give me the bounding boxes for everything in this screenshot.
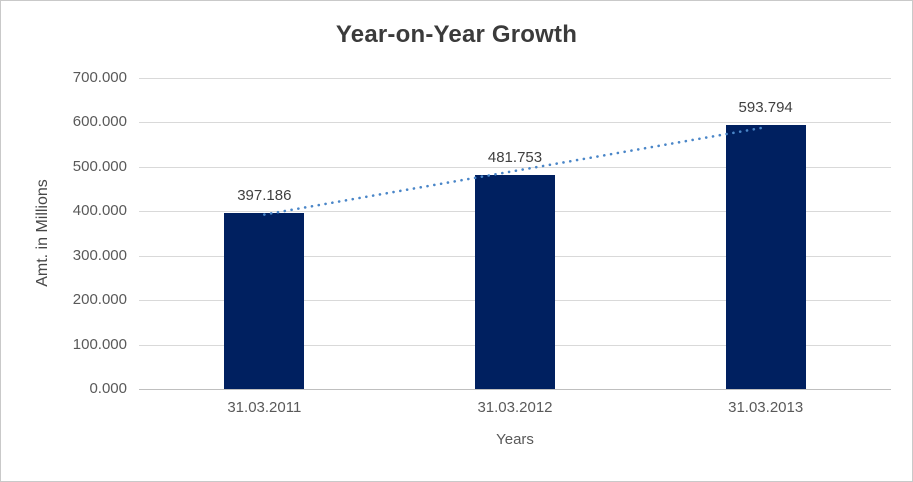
- gridline: [139, 78, 891, 79]
- y-axis-title: Amt. in Millions: [34, 179, 51, 287]
- x-tick-label: 31.03.2013: [728, 399, 804, 416]
- bar-31.03.2012: [475, 174, 555, 389]
- y-tick-label: 700.000: [72, 69, 127, 86]
- data-label: 481.753: [487, 148, 543, 166]
- data-label: 397.186: [237, 186, 292, 204]
- x-axis-title: Years: [496, 431, 534, 448]
- x-tick-label: 31.03.2011: [227, 399, 302, 416]
- y-tick-label: 200.000: [72, 291, 127, 309]
- y-tick-label: 600.000: [72, 113, 127, 131]
- plot-area: 397.186 481.753 593.794: [139, 78, 891, 390]
- chart-title: Year-on-Year Growth: [335, 21, 578, 48]
- x-tick-label: 31.03.2012: [477, 399, 553, 416]
- gridline: [139, 166, 891, 168]
- bar-31.03.2013: [725, 125, 806, 389]
- gridline: [139, 122, 891, 124]
- y-tick-label: 0.000: [89, 380, 127, 397]
- y-tick-label: 100.000: [72, 335, 127, 353]
- y-tick-label: 400.000: [72, 202, 127, 220]
- trendline-path: [263, 125, 767, 216]
- y-tick-label: 500.000: [72, 157, 127, 175]
- x-axis-line: [139, 389, 891, 390]
- data-label: 593.794: [738, 99, 793, 117]
- y-tick-label: 300.000: [72, 246, 127, 264]
- trendline: [263, 125, 767, 216]
- bar-31.03.2011: [224, 212, 305, 389]
